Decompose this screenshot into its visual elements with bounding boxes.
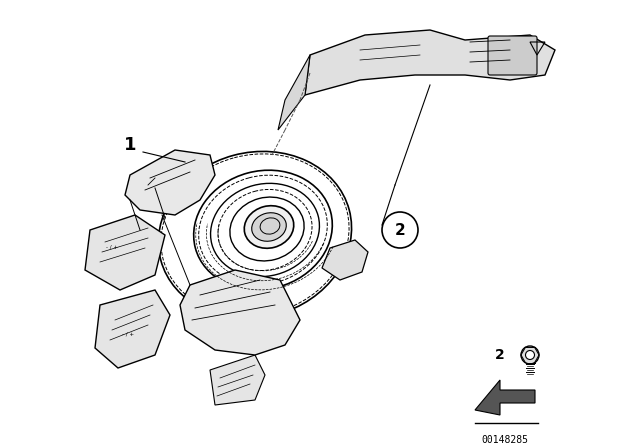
Text: 00148285: 00148285 <box>481 435 529 445</box>
FancyBboxPatch shape <box>488 36 537 75</box>
Circle shape <box>382 212 418 248</box>
Ellipse shape <box>521 346 539 364</box>
Text: - / +: - / + <box>106 244 118 249</box>
Polygon shape <box>305 30 555 95</box>
Text: 1: 1 <box>124 136 136 154</box>
Ellipse shape <box>252 213 286 241</box>
Polygon shape <box>322 240 368 280</box>
Text: 2: 2 <box>395 223 405 237</box>
Polygon shape <box>210 355 265 405</box>
Polygon shape <box>475 380 535 415</box>
Ellipse shape <box>244 206 294 248</box>
Polygon shape <box>278 55 310 130</box>
Polygon shape <box>125 150 215 215</box>
Text: 2: 2 <box>495 348 505 362</box>
Polygon shape <box>95 290 170 368</box>
Ellipse shape <box>525 350 534 359</box>
Text: - / +: - / + <box>122 331 134 336</box>
Polygon shape <box>85 215 165 290</box>
Polygon shape <box>180 270 300 355</box>
